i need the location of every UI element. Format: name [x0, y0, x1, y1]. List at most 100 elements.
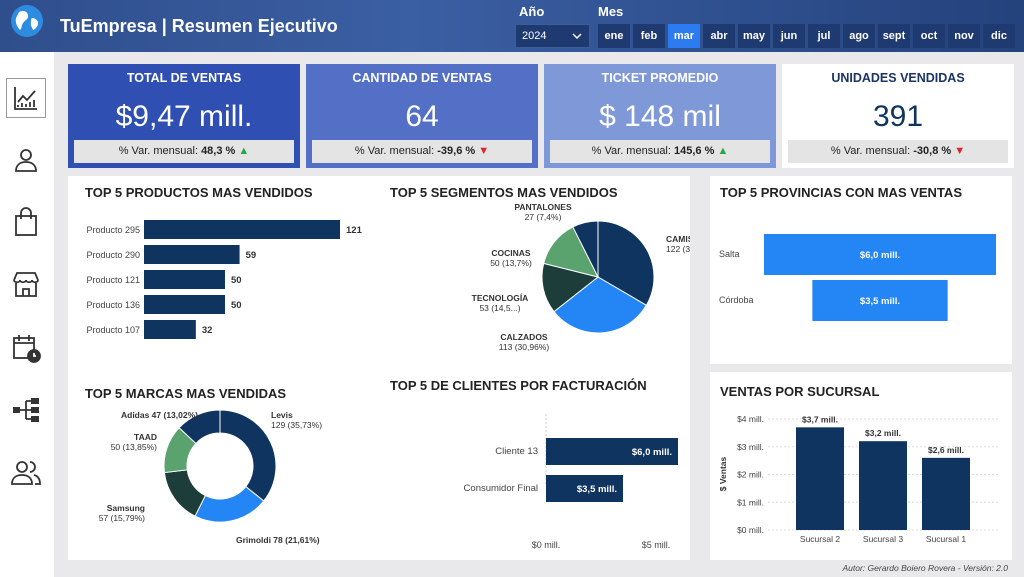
slice	[541, 262, 600, 313]
kpi-variation: % Var. mensual: -39,6 % ▼	[312, 140, 532, 163]
slice	[597, 220, 655, 306]
variation-label: % Var. mensual:	[591, 145, 671, 157]
month-label: Mes	[598, 4, 624, 19]
shopping-bag-icon	[15, 207, 37, 236]
data-label: 50	[231, 275, 242, 286]
author-footer: Autor: Gerardo Boiero Rovera - Versión: …	[842, 563, 1008, 573]
sucursal-title: VENTAS POR SUCURSAL	[720, 384, 880, 399]
month-sept[interactable]: sept	[878, 24, 910, 48]
bar	[546, 438, 678, 465]
slice	[572, 220, 599, 278]
variation-value: -39,6 %	[437, 145, 476, 157]
data-label: 121	[346, 225, 363, 236]
calendar-clock-icon	[13, 335, 41, 363]
category-label: Cliente 13	[495, 446, 538, 457]
month-oct[interactable]: oct	[913, 24, 945, 48]
month-nov[interactable]: nov	[948, 24, 980, 48]
slice-name-label: Samsung	[107, 503, 145, 513]
bar	[796, 427, 844, 530]
category-label: Córdoba	[719, 295, 754, 305]
variation-label: % Var. mensual:	[118, 145, 198, 157]
slice	[178, 409, 221, 445]
sidebar-item-dashboard[interactable]	[6, 78, 46, 118]
sidebar-item-sucursales[interactable]	[6, 264, 46, 304]
variation-label: % Var. mensual:	[354, 145, 435, 157]
month-ago[interactable]: ago	[843, 24, 875, 48]
kpi-cantidad-ventas: CANTIDAD DE VENTAS 64 % Var. mensual: -3…	[306, 64, 538, 168]
data-label: $3,7 mill.	[802, 414, 838, 424]
month-dic[interactable]: dic	[983, 24, 1015, 48]
bar	[922, 457, 970, 530]
variation-value: 145,6 %	[674, 145, 715, 157]
triangle-down-icon: ▼	[954, 145, 966, 157]
bar	[764, 234, 996, 275]
category-label: Producto 107	[86, 325, 140, 335]
slice-name-label: PANTALONES	[514, 202, 572, 212]
year-select[interactable]: 2024	[515, 24, 590, 48]
triangle-up-icon: ▲	[238, 145, 250, 157]
kpi-value: 391	[872, 100, 924, 133]
month-feb[interactable]: feb	[633, 24, 665, 48]
variation-value: 48,3 %	[201, 145, 236, 157]
productos-chart: Producto 295 121 Producto 290 59 Producto 12…	[86, 220, 363, 339]
kpi-variation: % Var. mensual: -30,8 % ▼	[788, 140, 1008, 163]
bar	[812, 280, 948, 321]
bar	[144, 320, 196, 339]
marcas-title: TOP 5 MARCAS MAS VENDIDAS	[85, 386, 287, 401]
sidebar	[0, 52, 54, 577]
sucursal-card: VENTAS POR SUCURSAL $0 mill. $1 mill. $2 m…	[710, 372, 1012, 560]
bar	[144, 270, 225, 289]
slice-value-label: 57 (15,79%)	[99, 513, 145, 523]
month-jun[interactable]: jun	[773, 24, 805, 48]
category-label: Producto 295	[86, 225, 140, 235]
slice	[219, 409, 277, 502]
sidebar-item-productos[interactable]	[6, 202, 46, 242]
slice-name-label: TECNOLOGÍA	[472, 293, 529, 303]
triangle-down-icon: ▼	[478, 145, 490, 157]
sidebar-item-jerarquia[interactable]	[6, 390, 46, 430]
clientes-chart: Cliente 13 $6,0 mill. Consumidor Final $3,5…	[464, 414, 678, 550]
month-ene[interactable]: ene	[598, 24, 630, 48]
sucursal-chart: $0 mill. $1 mill. $2 mill. $3 mill. $4 mill.…	[718, 414, 1000, 544]
month-mar[interactable]: mar	[668, 24, 700, 48]
sidebar-item-usuarios[interactable]	[6, 452, 46, 492]
kpi-variation: % Var. mensual: 145,6 % ▲	[550, 140, 770, 163]
triangle-up-icon: ▲	[717, 145, 729, 157]
slice-value-label: 27 (7,4%)	[525, 212, 562, 222]
data-label: $6,0 mill.	[860, 250, 900, 261]
bar	[859, 441, 907, 530]
provincias-card: TOP 5 PROVINCIAS CON MAS VENTAS Salta $6,…	[710, 176, 1012, 364]
productos-title: TOP 5 PRODUCTOS MAS VENDIDOS	[85, 185, 313, 200]
kpi-total-ventas: TOTAL DE VENTAS $9,47 mill. % Var. mensu…	[68, 64, 300, 168]
year-label: Año	[519, 4, 545, 19]
slice-value-label: 50 (13,85%)	[111, 442, 157, 452]
kpi-title: CANTIDAD DE VENTAS	[352, 71, 492, 85]
month-may[interactable]: may	[738, 24, 770, 48]
line-chart-icon	[14, 87, 37, 110]
slice-name-label: Levis	[271, 410, 293, 420]
header-bar: TuEmpresa | Resumen Ejecutivo Año Mes 20…	[0, 0, 1024, 52]
slice-name-label: TAAD	[134, 432, 157, 442]
category-label: Producto 136	[86, 300, 140, 310]
data-label: 32	[202, 325, 213, 336]
year-value: 2024	[522, 30, 547, 42]
tick-label: $4 mill.	[737, 414, 764, 424]
slice-name-label: CAMISA	[666, 234, 690, 244]
month-jul[interactable]: jul	[808, 24, 840, 48]
store-icon	[13, 272, 39, 297]
kpi-variation: % Var. mensual: 48,3 % ▲	[74, 140, 294, 163]
chevron-down-icon	[572, 33, 582, 40]
category-label: Sucursal 3	[863, 534, 903, 544]
provincias-chart: Salta $6,0 mill. Córdoba $3,5 mill.	[719, 234, 996, 321]
data-label: 50	[231, 300, 242, 311]
data-label: 59	[246, 250, 257, 261]
provincias-title: TOP 5 PROVINCIAS CON MAS VENTAS	[720, 185, 962, 200]
kpi-unidades-vendidas: UNIDADES VENDIDAS 391 % Var. mensual: -3…	[782, 64, 1014, 168]
bar	[144, 220, 340, 239]
kpi-title: TICKET PROMEDIO	[601, 71, 719, 85]
month-abr[interactable]: abr	[703, 24, 735, 48]
sidebar-item-calendario[interactable]	[6, 328, 46, 368]
sidebar-item-clientes[interactable]	[6, 140, 46, 180]
slice-value-label: 53 (14,5...)	[479, 303, 520, 313]
